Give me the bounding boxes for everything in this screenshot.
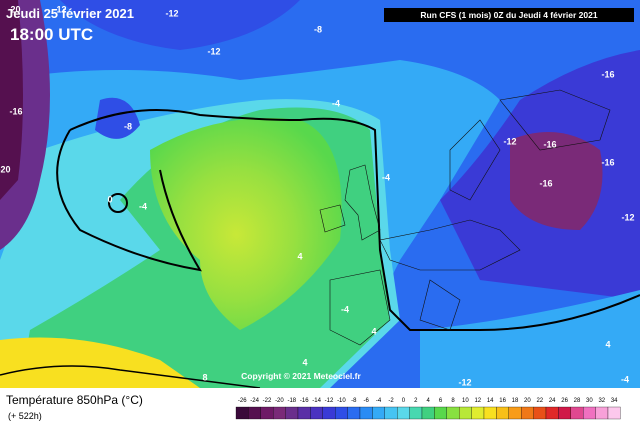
legend-label: -24 [250, 398, 259, 404]
legend-label: 14 [487, 398, 494, 404]
legend-swatch [297, 406, 311, 420]
contour-label: 4 [605, 339, 610, 349]
contour-label: -12 [207, 46, 220, 56]
footer-title: Température 850hPa (°C) [6, 393, 143, 407]
copyright: Copyright © 2021 Meteociel.fr [241, 371, 361, 381]
legend-swatch [595, 406, 609, 420]
legend-swatch [359, 406, 373, 420]
legend-swatch [545, 406, 559, 420]
contour-label: -4 [621, 374, 629, 384]
legend-swatch [285, 406, 299, 420]
legend-label: -26 [238, 398, 247, 404]
legend-swatch [483, 406, 497, 420]
legend-label: -12 [325, 398, 334, 404]
legend-swatch [310, 406, 323, 420]
legend-label: 10 [462, 398, 469, 404]
legend-swatch [459, 406, 472, 420]
contour-label: 0 [107, 194, 112, 204]
legend-label: -8 [351, 398, 357, 404]
legend-swatch [583, 406, 596, 420]
contour-label: -4 [139, 201, 147, 211]
legend-label: 22 [536, 398, 543, 404]
contour-label: 4 [302, 357, 307, 367]
contour-label: -12 [503, 136, 516, 146]
legend-swatch [384, 406, 398, 420]
legend-swatch [335, 406, 348, 420]
contour-label: -12 [621, 212, 634, 222]
legend-swatch [533, 406, 547, 420]
contour-label: 4 [297, 251, 302, 261]
legend-label: 30 [586, 398, 593, 404]
legend-label: 0 [402, 398, 406, 404]
contour-label: -8 [314, 24, 322, 34]
legend-swatch [347, 406, 361, 420]
contour-label: -12 [165, 8, 178, 18]
contour-label: 4 [371, 326, 376, 336]
run-box [384, 8, 634, 22]
legend-label: -6 [364, 398, 370, 404]
map [0, 0, 640, 389]
legend-label: 28 [574, 398, 581, 404]
legend-label: -16 [300, 398, 309, 404]
legend-label: 34 [611, 398, 618, 404]
legend-swatch [322, 406, 336, 420]
legend-label: 4 [427, 398, 431, 404]
date: Jeudi 25 février 2021 [6, 6, 134, 21]
footer-lead: (+ 522h) [8, 411, 42, 421]
legend-label: 8 [451, 398, 455, 404]
legend-label: 2 [414, 398, 418, 404]
legend-label: 6 [439, 398, 443, 404]
legend-label: -10 [337, 398, 346, 404]
contour-label: -8 [124, 121, 132, 131]
legend-label: -20 [275, 398, 284, 404]
contour-label: -4 [382, 172, 390, 182]
legend-label: -14 [312, 398, 321, 404]
legend-label: 20 [524, 398, 531, 404]
legend-label: -18 [287, 398, 296, 404]
run-info: Run CFS (1 mois) 0Z du Jeudi 4 février 2… [420, 10, 597, 20]
legend-swatch [409, 406, 423, 420]
legend-label: 12 [474, 398, 481, 404]
contour-label: -4 [332, 98, 340, 108]
contour-label: -16 [601, 69, 614, 79]
legend-label: 16 [499, 398, 506, 404]
legend-swatch [570, 406, 584, 420]
legend-swatch [273, 406, 286, 420]
legend-swatch [607, 406, 621, 420]
contour-label: 8 [202, 372, 207, 382]
contour-label: -20 [7, 4, 20, 14]
legend: -26 -24 -22 -20 -18 -16 -14 -12 -10 -8 -6 -4 -2 0 2 4 6 8… [235, 398, 621, 420]
contour-label: -16 [543, 139, 556, 149]
legend-swatch [397, 406, 410, 420]
time: 18:00 UTC [10, 25, 93, 44]
legend-label: -22 [263, 398, 272, 404]
legend-swatch [248, 406, 261, 420]
contour-label: -16 [601, 157, 614, 167]
contour-label: -16 [9, 106, 22, 116]
contour-label: -12 [53, 4, 66, 14]
legend-label: 24 [549, 398, 556, 404]
legend-swatch [508, 406, 522, 420]
legend-swatch [558, 406, 571, 420]
legend-swatch [421, 406, 435, 420]
legend-label: 18 [512, 398, 519, 404]
contour-label: -20 [0, 164, 11, 174]
legend-swatch [235, 406, 249, 420]
legend-swatch [496, 406, 509, 420]
contour-label: -16 [539, 178, 552, 188]
legend-swatch [260, 406, 274, 420]
legend-label: 26 [561, 398, 568, 404]
contour-label: -12 [458, 377, 471, 387]
legend-swatch [521, 406, 534, 420]
legend-swatch [434, 406, 447, 420]
legend-swatch [446, 406, 460, 420]
contour-label: -4 [341, 304, 349, 314]
legend-swatch [471, 406, 485, 420]
legend-swatch [372, 406, 385, 420]
legend-label: 32 [598, 398, 605, 404]
contour-labels: -20 -12 -12 -8 -12 -16 -20 -8 -4 -12 -16 -16 -16 -16 -… [0, 4, 635, 387]
legend-label: -2 [388, 398, 394, 404]
legend-label: -4 [376, 398, 382, 404]
